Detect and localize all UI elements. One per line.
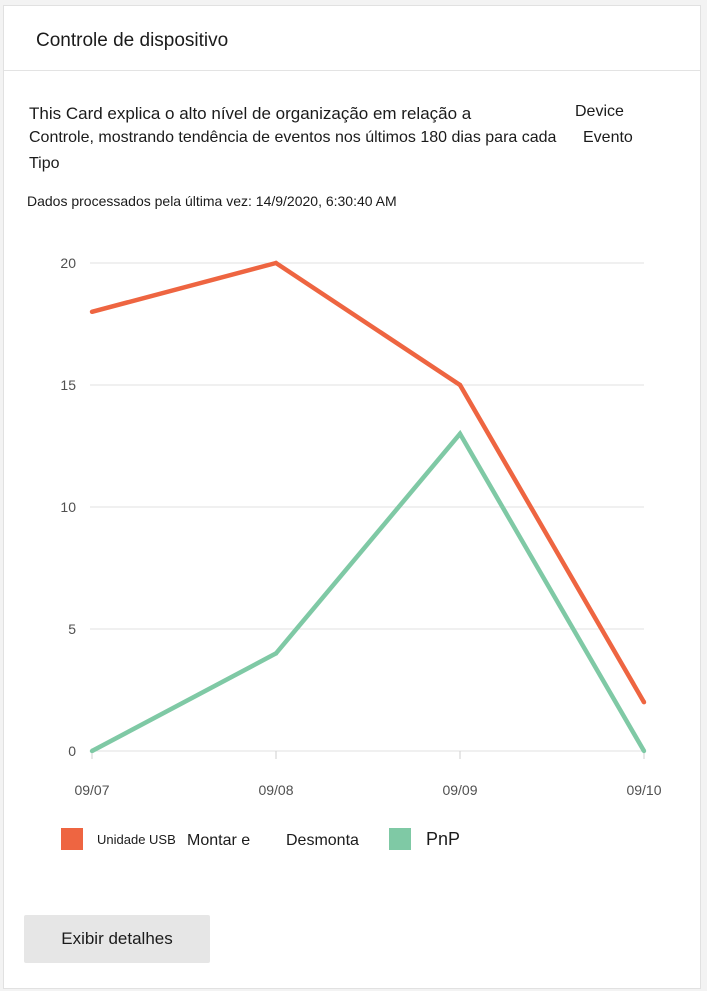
- series-line-1: [90, 429, 646, 753]
- view-details-button[interactable]: Exibir detalhes: [24, 915, 210, 963]
- legend-label-pnp: PnP: [426, 829, 461, 849]
- data-point: [89, 748, 95, 754]
- y-tick-label: 20: [60, 255, 76, 271]
- description-line-3: Tipo: [29, 155, 60, 172]
- x-tick-label: 09/07: [74, 782, 109, 798]
- y-tick-label: 10: [60, 499, 76, 515]
- legend-label-usb: Unidade USB: [97, 832, 176, 847]
- y-tick-label: 15: [60, 377, 76, 393]
- data-point: [641, 748, 647, 754]
- card-title: Controle de dispositivo: [36, 30, 229, 51]
- legend-swatch-pnp: [389, 828, 411, 850]
- legend-label-unmount: Desmonta: [286, 832, 359, 849]
- data-point: [89, 309, 95, 314]
- description-line-2-right: Evento: [583, 129, 633, 146]
- x-tick-label: 09/10: [626, 782, 661, 798]
- x-tick-label: 09/08: [258, 782, 293, 798]
- y-tick-label: 0: [68, 743, 76, 759]
- chart-series: [89, 260, 647, 754]
- card-header: Controle de dispositivo: [4, 6, 700, 71]
- x-tick-label: 09/09: [442, 782, 477, 798]
- data-point: [273, 651, 279, 656]
- legend-label-mount: Montar e: [187, 832, 251, 849]
- data-point: [641, 700, 647, 705]
- series-line-0: [91, 260, 646, 704]
- data-point: [273, 260, 279, 266]
- data-point: [457, 431, 463, 436]
- description-line-1: This Card explica o alto nível de organi…: [29, 104, 472, 123]
- description-line-1-right: Device: [575, 103, 624, 120]
- last-processed-text: Dados processados pela última vez: 14/9/…: [27, 193, 397, 209]
- description-line-2: Controle, mostrando tendência de eventos…: [29, 129, 557, 146]
- chart-axes: 0 5 10 15 20 09/07 09/08 09/09 09/10: [60, 255, 661, 798]
- y-tick-label: 5: [68, 621, 76, 637]
- legend-swatch-usb: [61, 828, 83, 850]
- data-point: [457, 382, 463, 388]
- chart-gridlines: [90, 262, 644, 752]
- device-control-card: Controle de dispositivo: [3, 5, 701, 989]
